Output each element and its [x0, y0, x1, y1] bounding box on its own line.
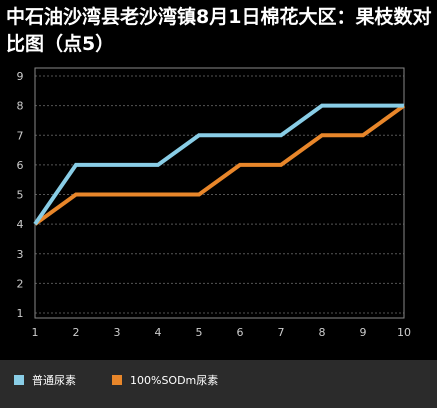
y-tick-label: 9 [17, 70, 24, 83]
x-tick-label: 1 [32, 326, 39, 339]
legend-swatch-series-2 [112, 375, 122, 385]
x-tick-label: 3 [114, 326, 121, 339]
legend-item-series-2[interactable]: 100%SODm尿素 [112, 373, 218, 387]
y-axis-ticks: 1 2 3 4 5 6 7 8 9 [17, 70, 24, 320]
x-axis-ticks: 1 2 3 4 5 6 7 8 9 10 [32, 326, 412, 339]
y-tick-label: 6 [17, 159, 24, 172]
x-tick-label: 2 [73, 326, 80, 339]
plot-frame [34, 67, 405, 319]
legend-item-series-1[interactable]: 普通尿素 [14, 373, 76, 387]
y-tick-label: 5 [17, 189, 24, 202]
x-tick-label: 10 [397, 326, 411, 339]
y-tick-label: 8 [17, 100, 24, 113]
y-tick-label: 7 [17, 129, 24, 142]
x-tick-label: 4 [155, 326, 162, 339]
y-tick-label: 4 [17, 218, 24, 231]
series-line-1 [33, 103, 404, 226]
legend: 普通尿素 100%SODm尿素 [0, 360, 437, 408]
y-tick-label: 2 [17, 277, 24, 290]
chart-title: 中石油沙湾县老沙湾镇8月1日棉花大区：果枝数对比图（点5） [6, 6, 432, 55]
legend-label-series-1: 普通尿素 [32, 374, 76, 387]
x-tick-label: 6 [237, 326, 244, 339]
y-tick-label: 3 [17, 248, 24, 261]
x-tick-label: 5 [196, 326, 203, 339]
chart-area: 1 2 3 4 5 6 7 8 9 1 2 3 4 5 6 7 8 9 10 [17, 67, 412, 339]
series-lines [33, 103, 406, 226]
legend-label-series-2: 100%SODm尿素 [130, 374, 219, 387]
legend-swatch-series-1 [14, 375, 24, 385]
x-tick-label: 8 [319, 326, 326, 339]
x-tick-label: 7 [278, 326, 285, 339]
x-tick-label: 9 [360, 326, 367, 339]
series-line-2 [33, 103, 406, 226]
y-tick-label: 1 [17, 307, 24, 320]
